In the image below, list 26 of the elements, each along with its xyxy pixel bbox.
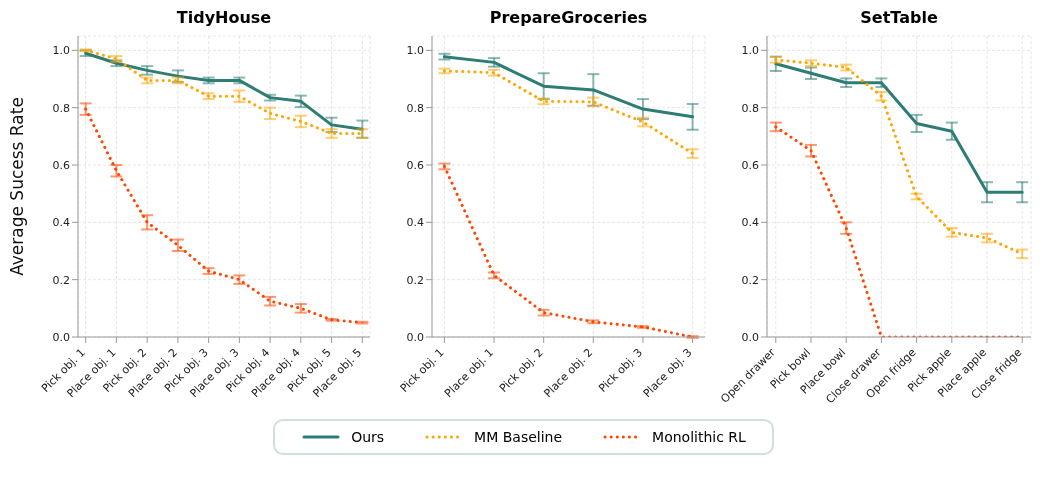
chart-title: SetTable <box>859 8 939 29</box>
y-axis-title: Average Sucess Rate <box>7 97 28 276</box>
y-tick-label: 0.4 <box>406 216 424 230</box>
chart-title: PrepareGroceries <box>488 8 649 29</box>
y-tick-label: 0.4 <box>52 216 70 230</box>
chart-title: TidyHouse <box>175 8 273 29</box>
y-tick-label: 1.0 <box>406 44 424 58</box>
y-tick-label: 0.6 <box>741 158 759 172</box>
y-tick-label: 0.8 <box>52 101 70 115</box>
legend-label: Ours <box>351 429 385 445</box>
y-tick-label: 0.0 <box>741 330 759 344</box>
y-tick-label: 0.2 <box>741 273 759 287</box>
y-tick-label: 0.8 <box>741 101 759 115</box>
y-tick-label: 0.6 <box>406 158 424 172</box>
y-tick-label: 0.6 <box>52 158 70 172</box>
y-tick-label: 0.0 <box>52 330 70 344</box>
y-tick-label: 1.0 <box>741 44 759 58</box>
y-tick-label: 0.4 <box>741 216 759 230</box>
y-tick-label: 0.8 <box>406 101 424 115</box>
legend-label: Monolithic RL <box>652 429 746 445</box>
y-tick-label: 1.0 <box>52 44 70 58</box>
y-tick-label: 0.0 <box>406 330 424 344</box>
line-series <box>774 62 1024 194</box>
y-tick-label: 0.2 <box>406 273 424 287</box>
legend-label: MM Baseline <box>474 429 563 445</box>
y-tick-label: 0.2 <box>52 273 70 287</box>
